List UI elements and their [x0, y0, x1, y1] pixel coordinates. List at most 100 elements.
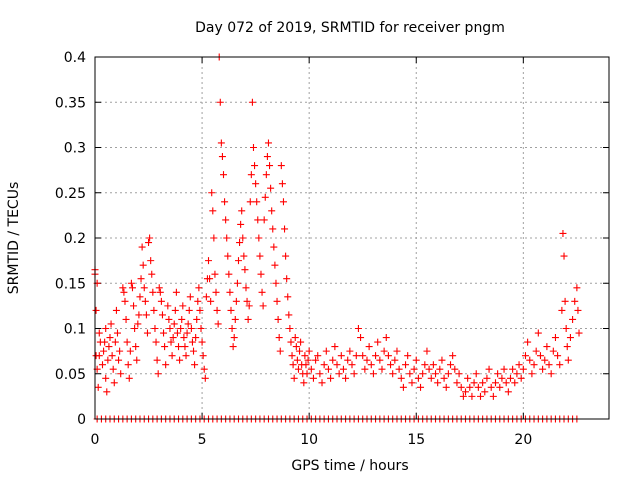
data-point [267, 184, 275, 192]
data-point [108, 352, 116, 360]
data-point [534, 329, 542, 337]
data-point [122, 315, 130, 323]
data-points [91, 53, 583, 423]
data-point [268, 207, 276, 215]
data-point [561, 297, 569, 305]
data-point [233, 279, 241, 287]
data-point [569, 315, 577, 323]
data-point [289, 361, 297, 369]
data-point [378, 365, 386, 373]
data-point [223, 234, 231, 242]
data-point [196, 306, 204, 314]
data-point [524, 338, 532, 346]
data-point [247, 171, 255, 179]
y-tick-label: 0.4 [64, 50, 86, 66]
data-point [558, 306, 566, 314]
data-point [440, 374, 448, 382]
data-point [496, 383, 504, 391]
data-point [274, 315, 282, 323]
data-point [131, 325, 139, 332]
data-point [207, 297, 215, 305]
data-point [369, 370, 377, 378]
data-point [202, 293, 210, 301]
data-point [171, 306, 179, 314]
data-point [181, 343, 189, 351]
data-point [547, 370, 555, 378]
data-point [314, 352, 322, 360]
data-point [193, 315, 201, 323]
data-point [243, 297, 251, 305]
data-point [513, 370, 521, 378]
data-point [173, 329, 181, 337]
data-point [156, 288, 164, 296]
data-point [119, 284, 127, 292]
data-point [459, 392, 467, 400]
data-point [549, 347, 557, 355]
data-point [423, 347, 431, 355]
data-point [213, 306, 221, 314]
data-point [304, 356, 312, 364]
data-point [155, 284, 163, 292]
data-point [162, 361, 170, 369]
data-point [442, 383, 450, 391]
data-point [491, 379, 499, 387]
data-point [232, 297, 240, 305]
data-point [141, 297, 149, 305]
data-point [172, 288, 180, 296]
y-tick-label: 0.15 [55, 276, 86, 292]
data-point [136, 293, 144, 301]
data-point [269, 225, 277, 233]
data-point [352, 352, 360, 360]
data-point [249, 144, 257, 151]
data-point [221, 198, 229, 206]
data-point [530, 361, 538, 369]
data-point [296, 347, 304, 355]
data-point [297, 338, 305, 346]
data-point [255, 234, 263, 242]
data-point [526, 356, 534, 364]
x-tick-label: 0 [91, 432, 100, 448]
data-point [117, 370, 125, 378]
data-point [152, 338, 160, 346]
y-tick-label: 0.1 [64, 322, 86, 338]
data-point [474, 383, 482, 391]
data-point [229, 343, 237, 351]
data-point [116, 347, 124, 355]
data-point [109, 365, 117, 373]
data-point [230, 334, 238, 342]
data-point [498, 374, 506, 382]
data-point [333, 361, 341, 369]
data-point [305, 347, 313, 355]
data-point [183, 329, 191, 337]
data-point [95, 352, 103, 360]
data-point [168, 352, 176, 360]
data-point [464, 374, 472, 382]
data-point [115, 356, 123, 364]
data-point [241, 266, 249, 274]
data-point [389, 370, 397, 378]
data-point [477, 392, 484, 400]
data-point [226, 288, 234, 296]
data-point [412, 356, 420, 364]
data-point [206, 275, 214, 283]
data-point [384, 352, 392, 360]
data-point [354, 325, 362, 332]
data-point [404, 352, 412, 360]
data-point [199, 352, 207, 360]
data-point [425, 365, 433, 373]
data-point [444, 370, 452, 378]
data-point [438, 356, 446, 364]
data-point [462, 388, 470, 396]
data-point [455, 370, 463, 378]
data-point [457, 383, 465, 391]
data-point [502, 379, 510, 387]
data-point [177, 325, 185, 332]
data-point [342, 374, 350, 382]
data-point [210, 234, 218, 242]
chart-title: Day 072 of 2019, SRMTID for receiver png… [195, 20, 505, 36]
data-point [361, 365, 369, 373]
plot-frame [94, 56, 610, 420]
data-point [254, 216, 262, 224]
data-point [466, 383, 474, 391]
data-point [559, 229, 567, 237]
